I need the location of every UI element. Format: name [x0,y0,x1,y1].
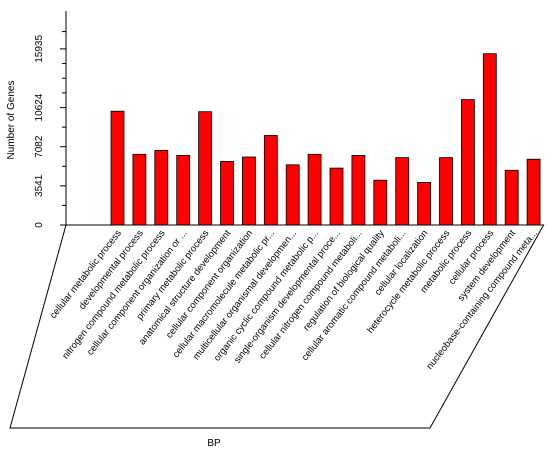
bar [176,154,191,226]
bar [285,164,300,226]
y-axis: 0 3541 7082 10624 15935 [34,11,67,228]
bar [307,153,322,226]
y-tick-label: 10624 [34,93,45,121]
bar [482,53,497,226]
y-tick-label: 0 [34,222,45,228]
bar [220,160,234,226]
bar [373,179,388,226]
bar [417,181,432,226]
x-axis-title: BP [207,438,221,449]
bar [504,169,519,226]
bar [439,157,453,226]
bar [198,111,213,226]
x-axis-frame [9,224,545,429]
bar [263,135,278,226]
bar [241,156,256,226]
bar [351,154,366,226]
bar [132,153,147,226]
x-tick-labels: cellular metabolic processdevelopmental … [48,228,540,372]
bar [110,110,125,226]
bar [329,167,344,226]
bar [395,157,410,226]
bar [526,158,541,226]
bar [460,99,475,226]
y-tick-label: 3541 [34,174,45,197]
y-tick-label: 15935 [34,35,45,63]
bar [154,149,169,226]
y-tick-label: 7082 [34,135,45,158]
bars [110,53,541,226]
y-axis-title: Number of Genes [6,81,17,160]
